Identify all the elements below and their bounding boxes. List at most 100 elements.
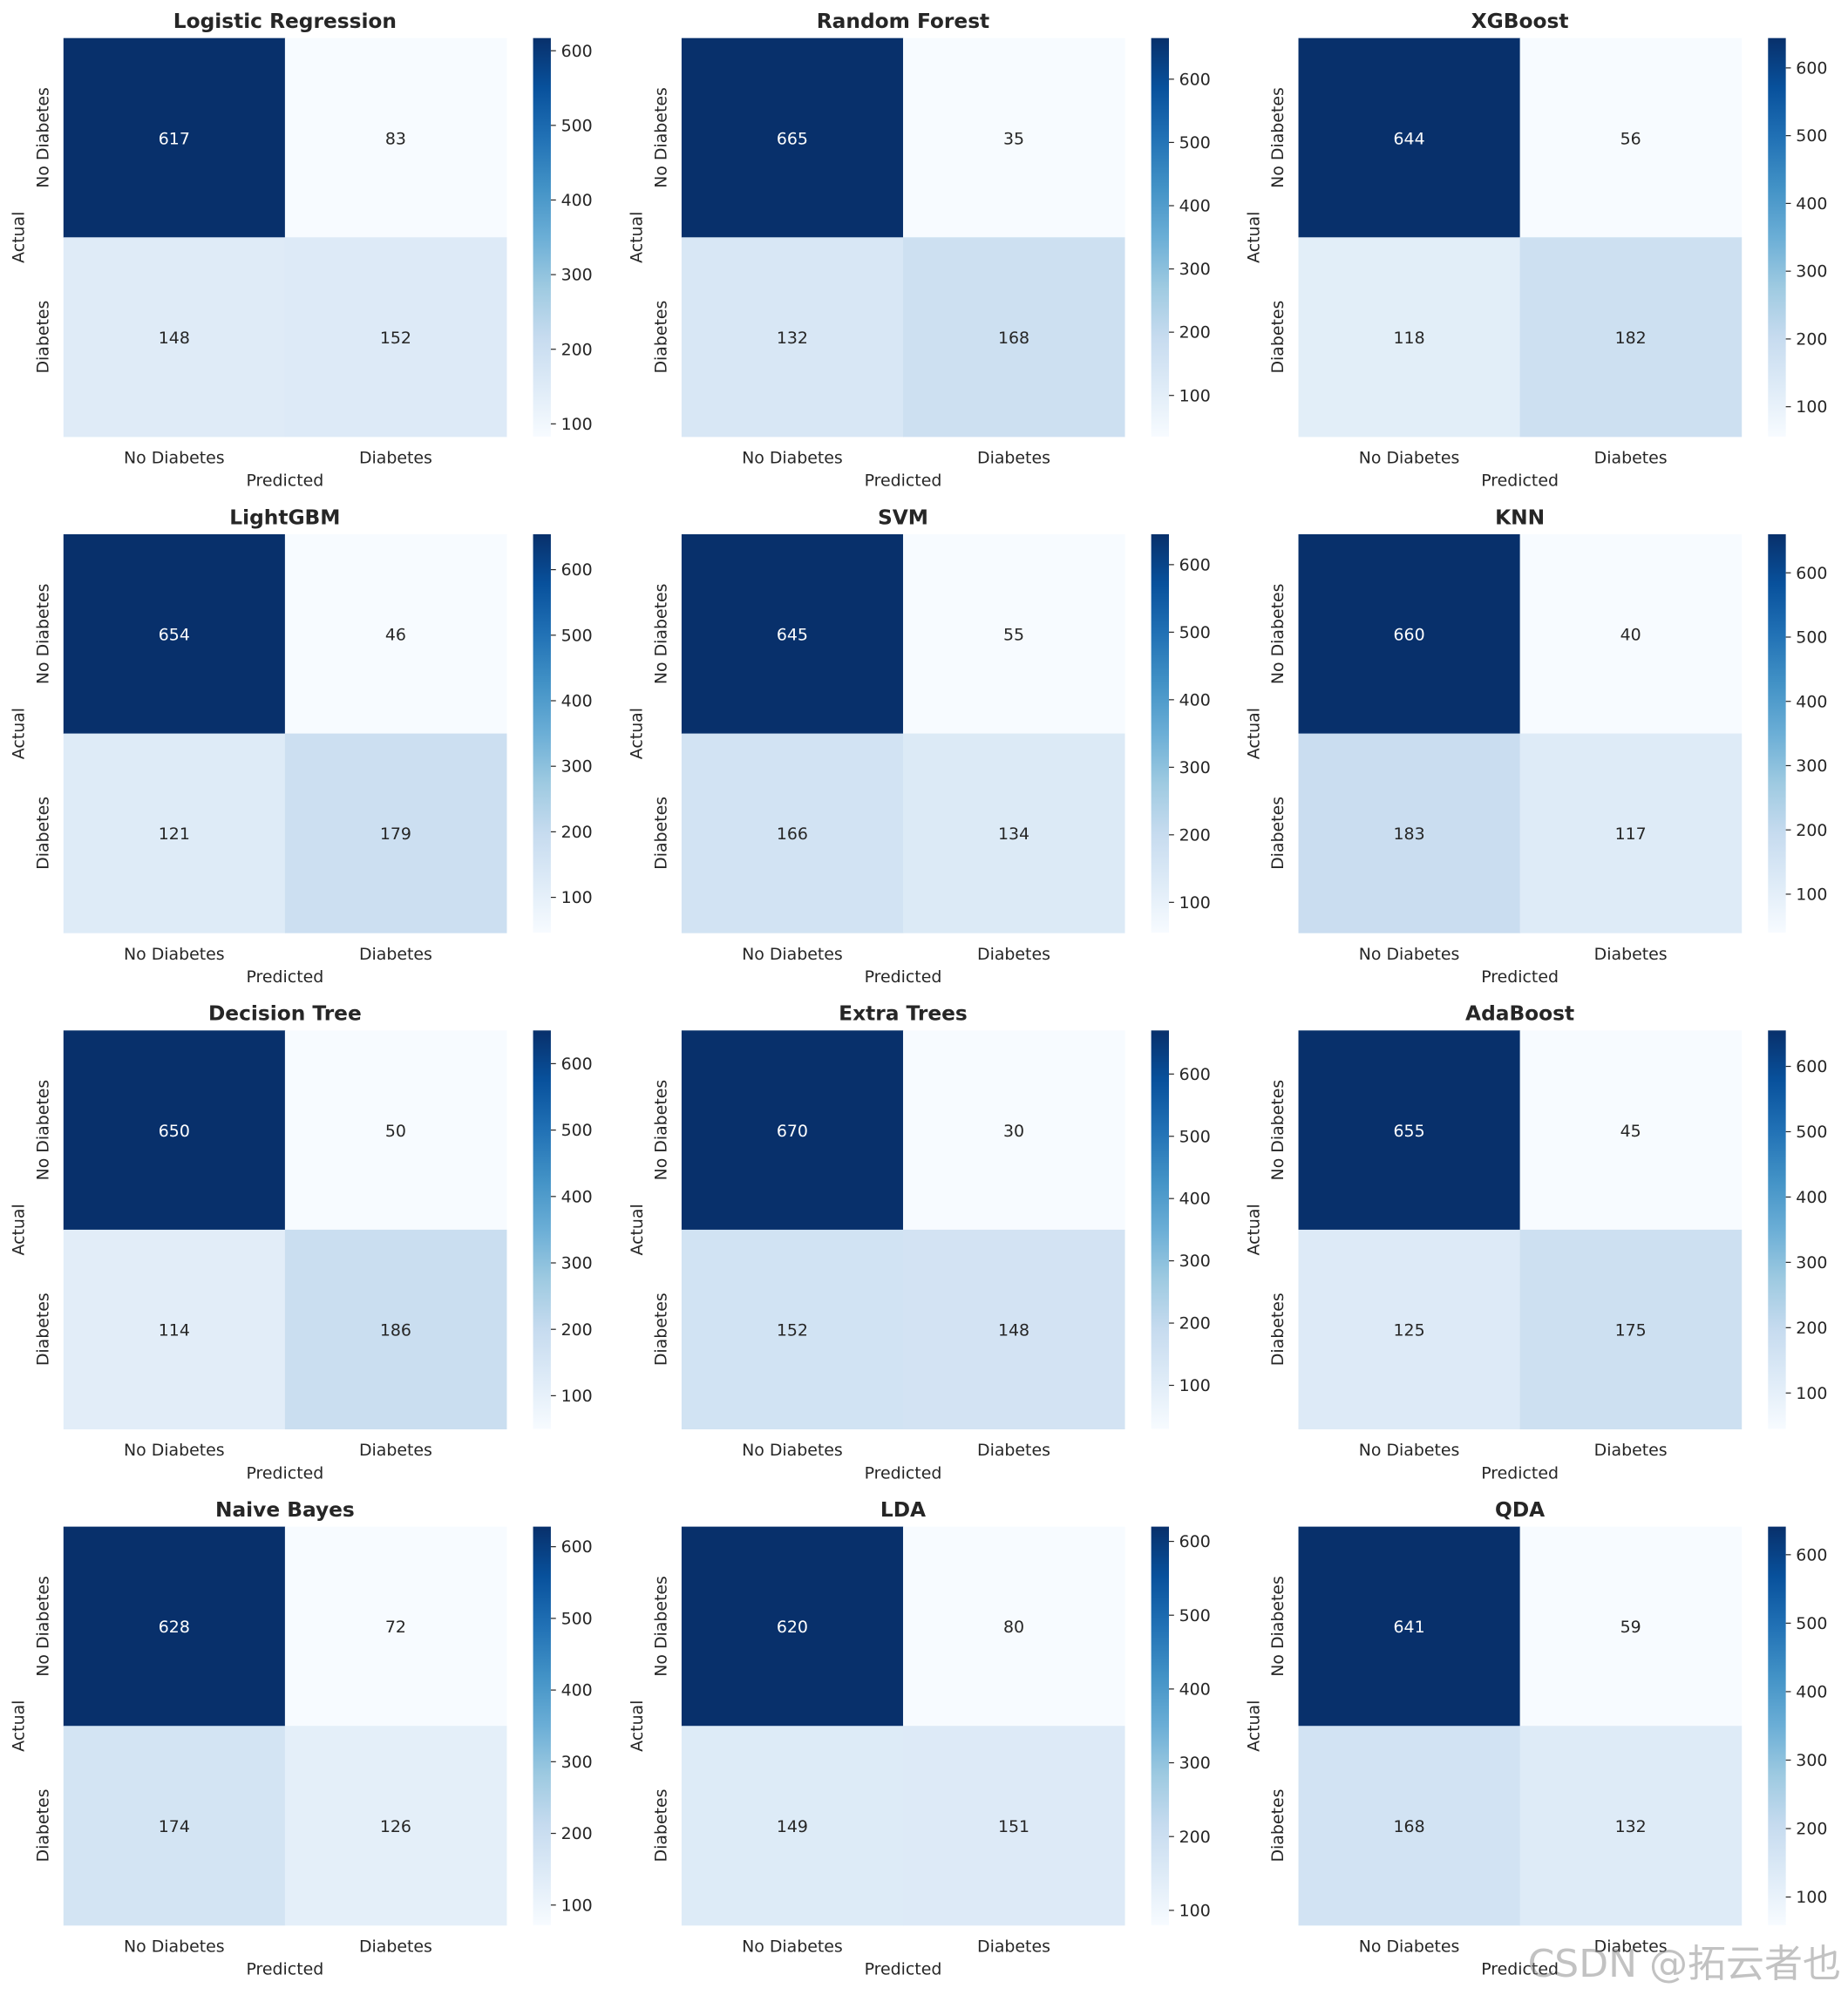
cell-value-label: 55 [1003, 626, 1024, 645]
cell-value-label: 83 [385, 129, 406, 148]
cell-value-label: 650 [159, 1122, 190, 1141]
colorbar-tick-label: 100 [1179, 1376, 1211, 1395]
heatmap-cell [1519, 733, 1743, 933]
y-axis-label: Actual [1244, 708, 1263, 759]
colorbar-tick-label: 500 [561, 1609, 593, 1628]
y-axis-label: Actual [628, 212, 647, 263]
x-tick-label: Diabetes [977, 448, 1050, 467]
cell-value-label: 628 [159, 1618, 190, 1637]
confusion-matrix-12: QDA 641 59 168 132 No Diabetes Diabetes Predict… [1244, 1498, 1827, 1979]
heatmap-cell [902, 533, 1125, 735]
x-tick-label: No Diabetes [742, 448, 843, 467]
heatmap-cell [1298, 1726, 1521, 1926]
heatmap-cell [284, 1726, 507, 1926]
heatmap-cell [902, 37, 1125, 238]
heatmap-cell [681, 533, 904, 735]
cell-value-label: 80 [1003, 1618, 1024, 1637]
heatmap-cell [1298, 1526, 1521, 1727]
colorbar-tick-label: 100 [561, 1387, 593, 1406]
cell-value-label: 134 [998, 824, 1029, 844]
heatmap-cell [1519, 1030, 1743, 1231]
x-tick-label: Diabetes [1594, 1441, 1668, 1460]
colorbar [1768, 1526, 1786, 1925]
confusion-matrix-4: LightGBM 654 46 121 179 No Diabetes Diabetes Pr… [10, 506, 593, 987]
colorbar [1151, 533, 1170, 933]
colorbar-tick-label: 400 [1179, 1679, 1211, 1699]
cell-value-label: 168 [1394, 1817, 1425, 1836]
chart-title: KNN [1495, 506, 1545, 529]
y-axis-label: Actual [628, 1700, 647, 1752]
colorbar-tick-label: 400 [1179, 690, 1211, 709]
heatmap-cell [902, 1030, 1125, 1231]
colorbar-tick-label: 600 [1179, 1065, 1211, 1084]
colorbar-tick-label: 600 [561, 560, 593, 580]
cell-value-label: 174 [159, 1817, 190, 1836]
x-tick-label: No Diabetes [742, 1441, 843, 1460]
y-tick-label: No Diabetes [651, 583, 670, 684]
confusion-matrix-8: Extra Trees 670 30 152 148 No Diabetes Diabete… [628, 1002, 1211, 1483]
heatmap-cell [1519, 37, 1743, 238]
cell-value-label: 183 [1394, 824, 1425, 844]
y-tick-label: No Diabetes [33, 87, 52, 188]
chart-title: SVM [878, 506, 928, 529]
x-tick-label: No Diabetes [124, 1441, 225, 1460]
colorbar-tick-label: 400 [1796, 194, 1827, 214]
x-axis-label: Predicted [1481, 1960, 1559, 1979]
heatmap-cell [1298, 733, 1521, 933]
heatmap-cell [681, 1726, 904, 1926]
chart-title: Extra Trees [839, 1002, 968, 1026]
confusion-matrix-7: Decision Tree 650 50 114 186 No Diabetes Diabe… [10, 1002, 593, 1483]
y-tick-label: No Diabetes [651, 1576, 670, 1677]
heatmap-cell [1298, 237, 1521, 438]
colorbar-tick-label: 100 [1179, 386, 1211, 405]
y-tick-label: Diabetes [33, 797, 52, 870]
y-axis-label: Actual [10, 708, 29, 759]
colorbar-tick-label: 200 [1179, 323, 1211, 343]
colorbar-tick-label: 300 [1179, 758, 1211, 777]
heatmap-cell [63, 1229, 286, 1430]
heatmap-cell [63, 1030, 286, 1231]
colorbar [1151, 1030, 1170, 1429]
colorbar-tick-label: 400 [561, 692, 593, 711]
x-axis-label: Predicted [865, 1463, 942, 1483]
colorbar-tick-label: 500 [1179, 1606, 1211, 1625]
y-tick-label: No Diabetes [651, 87, 670, 188]
colorbar-tick-label: 300 [1796, 262, 1827, 282]
colorbar-tick-label: 300 [1796, 1751, 1827, 1770]
x-tick-label: Diabetes [1594, 448, 1668, 467]
y-tick-label: Diabetes [1268, 301, 1287, 374]
cell-value-label: 132 [777, 329, 808, 348]
colorbar-tick-label: 500 [1796, 1123, 1827, 1142]
colorbar-tick-label: 100 [1796, 397, 1827, 417]
cell-value-label: 179 [380, 824, 411, 844]
heatmap-cell [681, 1526, 904, 1727]
cell-value-label: 175 [1615, 1320, 1647, 1340]
colorbar-tick-label: 600 [1179, 70, 1211, 89]
x-axis-label: Predicted [246, 1960, 323, 1979]
colorbar [1151, 1526, 1170, 1925]
colorbar-tick-label: 300 [1179, 1252, 1211, 1271]
colorbar-tick-label: 200 [561, 823, 593, 842]
colorbar-tick-label: 100 [1796, 885, 1827, 904]
heatmap-cell [63, 237, 286, 438]
heatmap-cell [1298, 1030, 1521, 1231]
cell-value-label: 149 [777, 1817, 808, 1836]
colorbar [533, 37, 551, 437]
colorbar-tick-label: 200 [561, 340, 593, 359]
colorbar-tick-label: 400 [561, 191, 593, 210]
cell-value-label: 617 [159, 129, 190, 148]
heatmap-cell [681, 1030, 904, 1231]
x-axis-label: Predicted [1481, 472, 1559, 491]
colorbar-tick-label: 400 [1796, 1682, 1827, 1701]
heatmap-cell [681, 733, 904, 933]
confusion-matrix-6: KNN 660 40 183 117 No Diabetes Diabetes Predict… [1244, 506, 1827, 987]
colorbar-tick-label: 300 [561, 757, 593, 777]
heatmap-cell [284, 1526, 507, 1727]
colorbar-tick-label: 200 [1179, 825, 1211, 845]
cell-value-label: 45 [1620, 1122, 1641, 1141]
colorbar-tick-label: 100 [561, 888, 593, 907]
cell-value-label: 59 [1620, 1618, 1641, 1637]
heatmap-cell [681, 237, 904, 438]
x-tick-label: Diabetes [977, 945, 1050, 964]
colorbar-tick-label: 600 [561, 1055, 593, 1074]
